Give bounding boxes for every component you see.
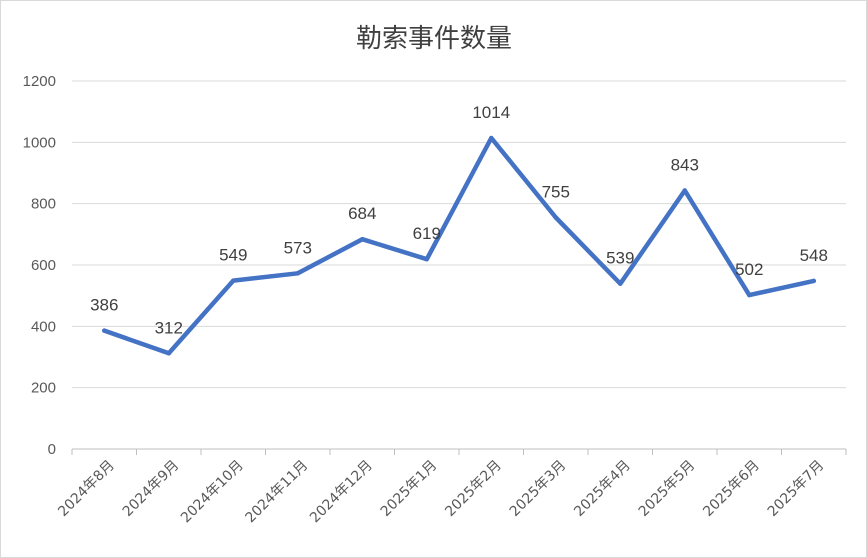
x-tick-label: 2024年10月	[178, 457, 247, 526]
data-labels: 386 312 549 573 684 619 1014 755 539 843 502 548	[90, 103, 828, 337]
x-tick-label: 2025年4月	[571, 457, 634, 520]
y-tick-label: 0	[48, 441, 56, 458]
data-point	[102, 328, 107, 333]
data-label: 684	[348, 204, 376, 223]
data-label: 1014	[472, 103, 510, 122]
data-label: 502	[735, 260, 763, 279]
data-label: 539	[606, 249, 634, 268]
data-point	[618, 281, 623, 286]
data-label: 548	[800, 246, 828, 265]
data-label: 549	[219, 246, 247, 265]
y-tick-label: 600	[31, 257, 56, 274]
x-tick-label: 2024年11月	[242, 457, 311, 526]
x-tick-label: 2025年6月	[700, 457, 763, 520]
data-label: 573	[284, 238, 312, 257]
x-tick-label: 2024年9月	[120, 457, 183, 520]
x-tick-label: 2025年7月	[765, 457, 828, 520]
y-tick-label: 1000	[23, 134, 56, 151]
series-line	[102, 135, 817, 356]
data-label: 386	[90, 296, 118, 315]
data-point	[424, 256, 429, 262]
data-point	[682, 188, 687, 193]
y-tick-label: 1200	[23, 73, 56, 90]
data-point	[360, 237, 365, 242]
x-tick-label: 2025年5月	[636, 457, 699, 520]
data-label: 843	[671, 155, 699, 174]
gridlines	[72, 80, 846, 450]
x-tick-label: 2025年1月	[378, 457, 441, 520]
data-point	[747, 292, 752, 298]
data-point	[489, 135, 494, 141]
y-tick-label: 200	[31, 380, 56, 397]
data-label: 312	[155, 318, 183, 337]
x-tick-label: 2025年2月	[442, 457, 505, 520]
data-point	[295, 271, 300, 276]
series	[102, 135, 817, 356]
y-tick-label: 400	[31, 318, 56, 335]
data-point	[553, 215, 558, 220]
x-tick-label: 2025年3月	[507, 457, 570, 520]
data-label: 755	[542, 182, 570, 201]
x-tick-label: 2024年12月	[307, 457, 376, 526]
x-tick-label: 2024年8月	[55, 457, 118, 520]
data-point	[231, 278, 236, 283]
data-point	[166, 351, 171, 356]
y-tick-label: 800	[31, 196, 56, 213]
chart-title: 勒索事件数量	[356, 24, 512, 54]
y-axis-ticks: 0 200 400 600 800 1000 1200	[23, 73, 56, 458]
data-point	[811, 278, 816, 284]
data-label: 619	[413, 224, 441, 243]
